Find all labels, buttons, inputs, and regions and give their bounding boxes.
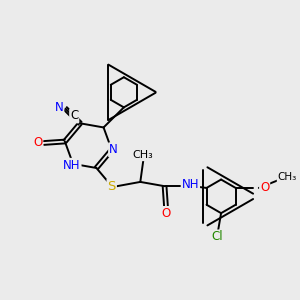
Text: Cl: Cl [212, 230, 224, 243]
Text: O: O [260, 182, 269, 194]
Text: NH: NH [63, 159, 81, 172]
Text: S: S [107, 180, 116, 193]
Text: O: O [33, 136, 42, 149]
Text: O: O [161, 207, 171, 220]
Text: NH: NH [182, 178, 199, 191]
Text: CH₃: CH₃ [278, 172, 297, 182]
Text: N: N [109, 143, 118, 156]
Text: C: C [70, 110, 78, 122]
Text: CH₃: CH₃ [133, 150, 154, 160]
Text: N: N [55, 100, 63, 114]
